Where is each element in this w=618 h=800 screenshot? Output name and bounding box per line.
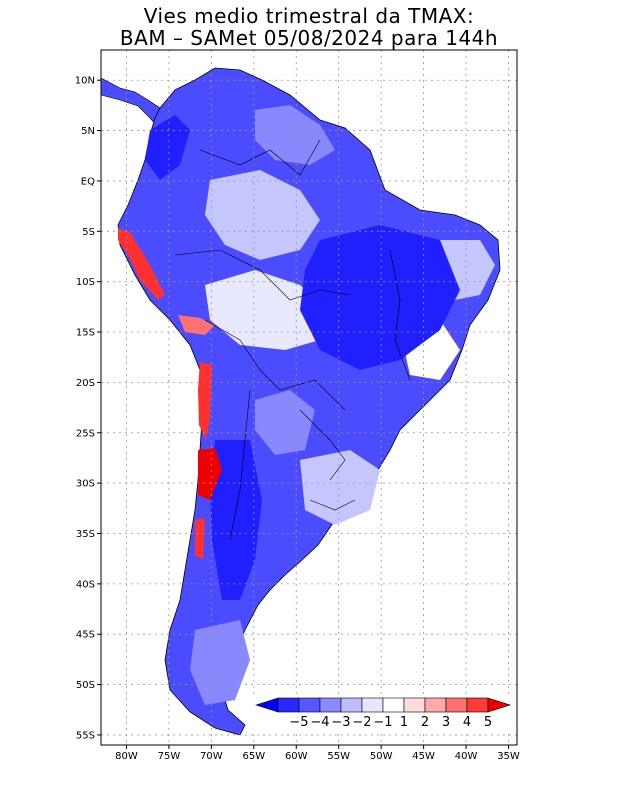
longitude-labels: 80W 75W 70W 65W 60W 55W 50W 45W 40W 35W	[115, 745, 520, 762]
map-grid	[101, 50, 517, 745]
lat-tick-label: 35S	[76, 529, 95, 540]
lat-tick-label: 50S	[76, 680, 95, 691]
warm-bias-central-chile	[198, 448, 222, 500]
lat-tick-label: EQ	[81, 176, 95, 187]
colorbar-label: −1	[373, 715, 392, 730]
colorbar-label: −4	[310, 715, 329, 730]
bias-field	[101, 67, 501, 736]
colorbar-segment	[424, 697, 447, 713]
colorbar-max-arrow	[487, 697, 511, 713]
lon-tick-label: 60W	[285, 751, 308, 762]
lon-tick-label: 35W	[497, 751, 520, 762]
light-bias-paraguay	[255, 390, 315, 455]
map-title-line2: BAM – SAMet 05/08/2024 para 144h	[119, 26, 499, 50]
light-bias-central	[205, 270, 330, 350]
colorbar-segment	[361, 697, 384, 713]
lat-tick-label: 30S	[76, 479, 95, 490]
lat-tick-label: 5N	[81, 126, 95, 137]
lat-tick-label: 55S	[76, 730, 95, 741]
strong-bias-colombia	[145, 115, 190, 180]
lon-tick-label: 40W	[455, 751, 478, 762]
colorbar-segment	[382, 697, 405, 713]
colorbar-segment	[277, 697, 300, 713]
lon-tick-label: 80W	[115, 751, 138, 762]
colorbar-label: 1	[400, 715, 408, 730]
lat-tick-label: 5S	[82, 227, 95, 238]
lon-tick-label: 65W	[243, 751, 266, 762]
color-legend: −5 −4 −3 −2 −1 1 2 3 4 5	[252, 694, 514, 734]
colorbar-label: 4	[463, 715, 471, 730]
colorbar-label: 5	[484, 715, 492, 730]
light-bias-patagonia	[190, 620, 250, 705]
lon-tick-label: 50W	[370, 751, 393, 762]
lat-tick-label: 25S	[76, 428, 95, 439]
colorbar-segment	[466, 697, 489, 713]
map-title-line1: Vies medio trimestral da TMAX:	[143, 4, 475, 28]
lat-tick-label: 15S	[76, 328, 95, 339]
colorbar-segment	[403, 697, 426, 713]
country-borders	[174, 139, 411, 541]
warm-bias-chile-south	[195, 518, 205, 560]
colorbar-segment	[319, 697, 342, 713]
warm-bias-atacama	[198, 362, 212, 440]
strong-bias-andes-south	[210, 440, 262, 600]
colorbar-segment	[298, 697, 321, 713]
lat-tick-label: 45S	[76, 630, 95, 641]
warm-bias-altiplano	[178, 315, 215, 335]
strong-bias-brazil	[300, 225, 460, 370]
colorbar-segment	[340, 697, 363, 713]
light-bias-amazon-north	[205, 170, 320, 260]
lon-tick-label: 75W	[158, 751, 181, 762]
lat-tick-label: 40S	[76, 579, 95, 590]
light-bias-south	[300, 450, 380, 525]
colorbar-segment	[445, 697, 468, 713]
colorbar-label: −2	[352, 715, 371, 730]
lat-tick-label: 10N	[75, 76, 95, 87]
lat-tick-label: 10S	[76, 277, 95, 288]
warm-bias-peru-coast	[118, 228, 165, 300]
light-bias-guiana	[255, 105, 335, 165]
latitude-labels: 10N 5N EQ 5S 10S 15S 20S 25S 30S 35S 40S 45S 50S 55S	[75, 76, 101, 741]
lon-tick-label: 45W	[412, 751, 435, 762]
lon-tick-label: 70W	[200, 751, 223, 762]
colorbar-label: −3	[331, 715, 350, 730]
lat-tick-label: 20S	[76, 378, 95, 389]
colorbar-label: −5	[289, 715, 308, 730]
lon-tick-label: 55W	[327, 751, 350, 762]
colorbar-label: 2	[421, 715, 429, 730]
colorbar-label: 3	[442, 715, 450, 730]
map-frame	[100, 49, 518, 746]
